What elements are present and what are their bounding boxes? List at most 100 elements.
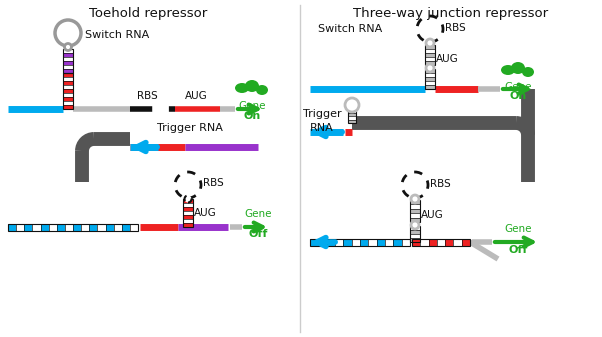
- Bar: [183, 203, 193, 207]
- Bar: [425, 81, 435, 85]
- Text: RBS: RBS: [137, 91, 157, 101]
- Bar: [453, 239, 462, 245]
- Bar: [425, 45, 435, 49]
- Text: Off: Off: [508, 245, 528, 255]
- Bar: [425, 73, 435, 77]
- Text: RBS: RBS: [430, 179, 451, 189]
- Ellipse shape: [235, 83, 249, 93]
- Bar: [425, 49, 435, 53]
- Bar: [425, 57, 435, 61]
- Ellipse shape: [256, 85, 268, 95]
- Text: Gene: Gene: [504, 82, 532, 92]
- Bar: [63, 105, 73, 109]
- Bar: [105, 223, 114, 231]
- Circle shape: [426, 39, 434, 47]
- Bar: [462, 239, 470, 245]
- Bar: [73, 223, 81, 231]
- Bar: [360, 239, 368, 245]
- Bar: [183, 199, 193, 227]
- Text: Trigger
RNA: Trigger RNA: [303, 110, 341, 132]
- Bar: [63, 85, 73, 89]
- Bar: [63, 101, 73, 105]
- Text: Switch RNA: Switch RNA: [85, 30, 149, 40]
- Bar: [385, 239, 393, 245]
- Text: Switch RNA: Switch RNA: [318, 24, 382, 34]
- Circle shape: [411, 221, 419, 229]
- Text: Gene: Gene: [504, 224, 532, 234]
- Bar: [393, 239, 402, 245]
- Bar: [425, 77, 435, 81]
- Bar: [335, 239, 343, 245]
- Bar: [410, 200, 420, 222]
- Bar: [425, 69, 435, 73]
- Bar: [368, 239, 377, 245]
- Bar: [63, 49, 73, 53]
- Bar: [183, 215, 193, 219]
- Bar: [410, 226, 420, 242]
- Bar: [410, 238, 420, 242]
- Bar: [410, 209, 420, 213]
- Bar: [8, 223, 138, 231]
- Bar: [63, 81, 73, 85]
- Text: RBS: RBS: [445, 23, 466, 33]
- Text: Three-way junction repressor: Three-way junction repressor: [353, 7, 548, 20]
- Bar: [412, 239, 470, 245]
- Bar: [410, 230, 420, 234]
- Bar: [89, 223, 98, 231]
- Bar: [410, 234, 420, 238]
- Text: AUG: AUG: [436, 54, 459, 64]
- Circle shape: [345, 98, 359, 112]
- Bar: [81, 223, 89, 231]
- Bar: [122, 223, 130, 231]
- Bar: [425, 61, 435, 65]
- Bar: [327, 239, 335, 245]
- Text: Off: Off: [248, 229, 268, 239]
- Bar: [348, 120, 356, 123]
- Text: AUG: AUG: [194, 208, 217, 218]
- Bar: [63, 53, 73, 57]
- Bar: [310, 239, 318, 245]
- Bar: [377, 239, 385, 245]
- Bar: [402, 239, 410, 245]
- Bar: [183, 219, 193, 223]
- Bar: [183, 211, 193, 215]
- Bar: [63, 73, 73, 109]
- Bar: [63, 69, 73, 73]
- Bar: [410, 205, 420, 209]
- Bar: [63, 73, 73, 77]
- Bar: [63, 77, 73, 81]
- Bar: [348, 113, 356, 116]
- Ellipse shape: [511, 62, 525, 74]
- Bar: [24, 223, 33, 231]
- Bar: [410, 218, 420, 222]
- Bar: [183, 223, 193, 227]
- Bar: [65, 223, 73, 231]
- Bar: [348, 109, 356, 113]
- Bar: [63, 93, 73, 97]
- Ellipse shape: [501, 65, 515, 75]
- Bar: [63, 65, 73, 69]
- Bar: [425, 53, 435, 57]
- Bar: [57, 223, 65, 231]
- Bar: [63, 97, 73, 101]
- Bar: [410, 226, 420, 230]
- Bar: [429, 239, 437, 245]
- Bar: [63, 61, 73, 65]
- Bar: [445, 239, 453, 245]
- Circle shape: [426, 64, 434, 72]
- Bar: [183, 207, 193, 211]
- Bar: [343, 239, 352, 245]
- Bar: [437, 239, 445, 245]
- Ellipse shape: [245, 80, 259, 92]
- Bar: [8, 223, 16, 231]
- Text: AUG: AUG: [421, 210, 444, 220]
- Bar: [98, 223, 105, 231]
- Circle shape: [402, 172, 428, 198]
- Bar: [318, 239, 327, 245]
- Bar: [425, 85, 435, 89]
- Text: AUG: AUG: [185, 91, 207, 101]
- Bar: [40, 223, 49, 231]
- Circle shape: [411, 195, 419, 203]
- Circle shape: [417, 16, 443, 42]
- Text: Gene: Gene: [244, 209, 272, 219]
